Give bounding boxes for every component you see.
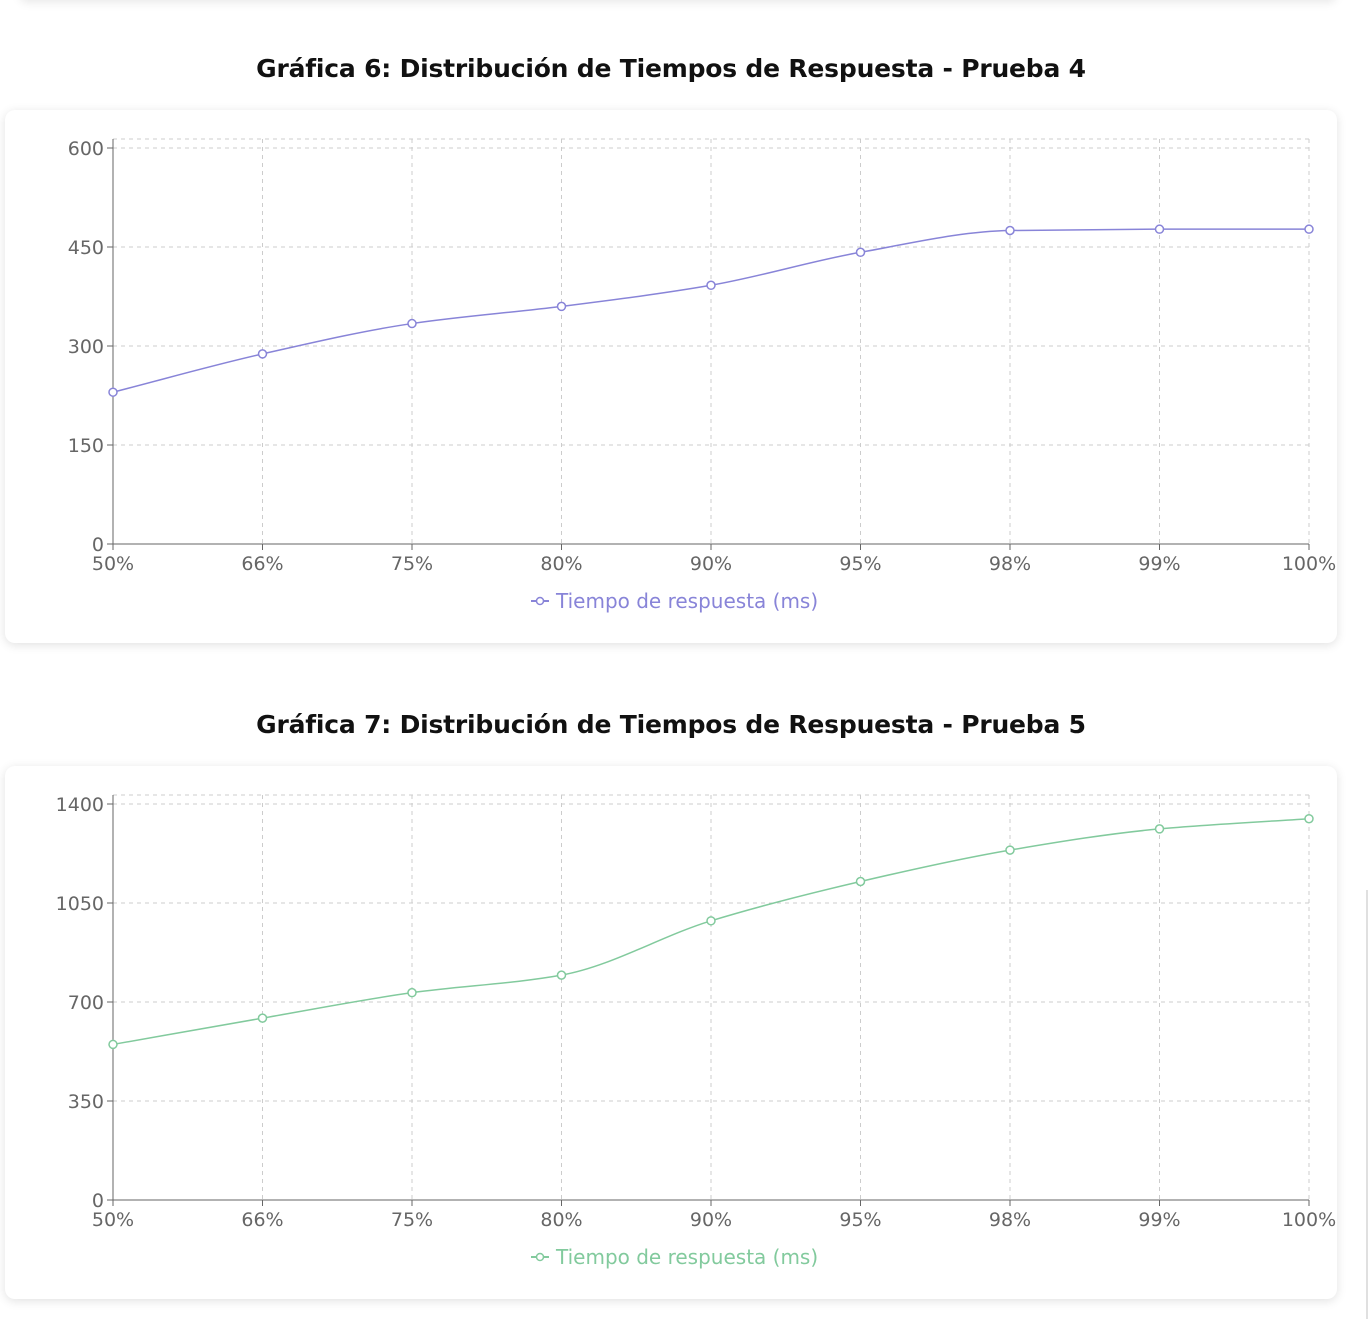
data-point (855, 876, 866, 887)
data-point (706, 280, 716, 291)
legend-label: Tiempo de respuesta (ms) (555, 589, 818, 613)
y-tick-label: 350 (68, 1091, 104, 1113)
data-point (257, 1013, 268, 1023)
data-point (407, 318, 417, 329)
x-tick-label: 80% (540, 1209, 582, 1231)
x-tick-label: 75% (391, 553, 433, 575)
y-tick-label: 300 (68, 336, 104, 358)
y-tick-label: 600 (68, 138, 104, 160)
y-tick-label: 700 (68, 992, 104, 1014)
y-tick-label: 0 (92, 534, 104, 556)
line-chart-prueba-5: 0 350 700 1050 1400 50% 66% 75% 80% 90% 95% 98% 99% 1… (56, 794, 1337, 1269)
legend-label: Tiempo de respuesta (ms) (555, 1245, 818, 1269)
x-tick-label: 75% (391, 1209, 433, 1231)
x-tick-label: 95% (839, 553, 881, 575)
data-point (108, 387, 118, 397)
data-point (1005, 845, 1015, 855)
data-point (706, 916, 716, 926)
x-tick-label: 80% (540, 553, 582, 575)
data-point (1304, 224, 1314, 234)
x-tick-label: 98% (989, 553, 1031, 575)
data-point (1154, 224, 1165, 234)
y-tick-label: 450 (68, 237, 104, 259)
x-tick-label: 99% (1138, 553, 1180, 575)
x-tick-label: 100% (1282, 553, 1336, 575)
data-point (1154, 824, 1165, 834)
data-point (556, 970, 567, 980)
x-tick-label: 50% (92, 553, 134, 575)
data-point (855, 247, 866, 258)
x-tick-label: 99% (1138, 1209, 1180, 1231)
data-point (407, 987, 417, 998)
y-tick-label: 0 (92, 1190, 104, 1212)
chart-card (5, 110, 1337, 643)
x-tick-label: 90% (690, 553, 732, 575)
data-point (108, 1039, 118, 1050)
y-tick-label: 150 (68, 435, 104, 457)
x-tick-label: 100% (1282, 1209, 1336, 1231)
data-point (1005, 225, 1015, 236)
legend-marker-icon (535, 596, 545, 606)
x-tick-label: 66% (241, 1209, 283, 1231)
x-tick-label: 90% (690, 1209, 732, 1231)
line-chart-prueba-4: 0 150 300 450 600 50% 66% 75% 80% 90% 95% 98% 99% 100… (68, 138, 1336, 613)
data-point (1304, 813, 1314, 824)
chart-title: Gráfica 7: Distribución de Tiempos de Re… (256, 710, 1086, 739)
data-point (257, 349, 268, 359)
y-tick-label: 1400 (56, 794, 104, 816)
data-point (556, 301, 567, 312)
x-tick-label: 50% (92, 1209, 134, 1231)
chart-title: Gráfica 6: Distribución de Tiempos de Re… (256, 54, 1086, 83)
x-tick-label: 66% (241, 553, 283, 575)
x-tick-label: 95% (839, 1209, 881, 1231)
chart-card (5, 766, 1337, 1299)
y-tick-label: 1050 (56, 893, 104, 915)
legend-marker-icon (535, 1252, 545, 1262)
x-tick-label: 98% (989, 1209, 1031, 1231)
page-scrollbar-edge (1366, 890, 1368, 1319)
